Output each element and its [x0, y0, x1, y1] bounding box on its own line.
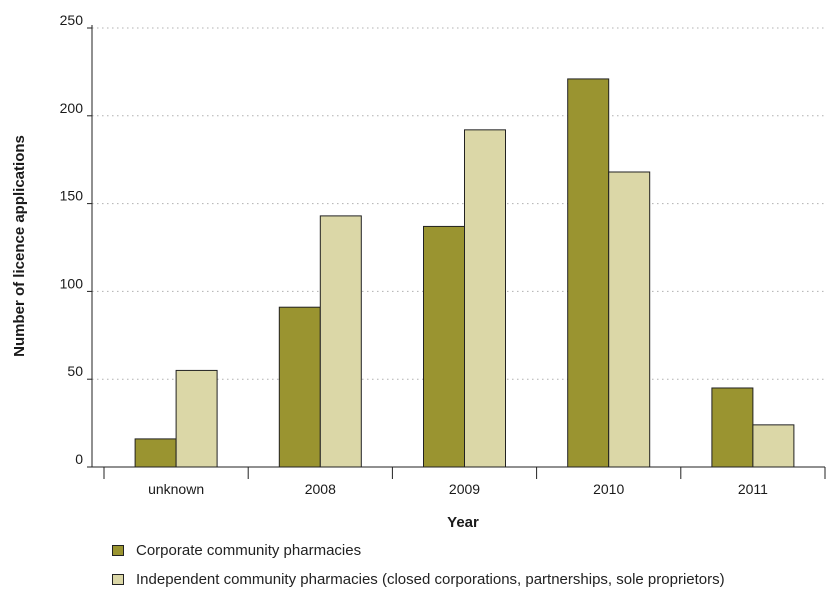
y-tick-label-100: 100	[60, 275, 84, 291]
bar-independent-2008	[319, 215, 362, 468]
bar-corporate-unknown	[134, 438, 177, 468]
y-tick-labels: 0 50 100 150 200 250	[60, 12, 92, 468]
y-tick-label-200: 200	[60, 100, 84, 116]
y-axis-title: Number of licence applications	[11, 135, 28, 357]
bars	[134, 78, 795, 468]
x-tick-labels: unknown 2008 2009 2010 2011	[103, 467, 826, 497]
legend-item-independent: Independent community pharmacies (closed…	[112, 569, 725, 589]
legend: Corporate community pharmacies Independe…	[112, 540, 725, 598]
x-tick-label-2011: 2011	[738, 481, 768, 497]
x-axis-title: Year	[447, 514, 479, 531]
bar-independent-2010	[608, 171, 651, 468]
bar-corporate-2009	[423, 225, 465, 468]
y-tick-label-150: 150	[60, 188, 84, 204]
bar-corporate-2010	[567, 78, 610, 468]
legend-label-independent: Independent community pharmacies (closed…	[136, 570, 725, 588]
y-tick-label-0: 0	[75, 451, 83, 467]
bar-independent-unknown	[175, 369, 218, 468]
legend-swatch-corporate	[112, 544, 124, 556]
bar-corporate-2008	[278, 306, 321, 468]
x-tick-label-2010: 2010	[593, 481, 624, 497]
x-tick-label-unknown: unknown	[148, 481, 204, 497]
legend-label-corporate: Corporate community pharmacies	[136, 541, 362, 559]
axes	[91, 25, 825, 468]
x-tick-label-2009: 2009	[449, 481, 480, 497]
legend-swatch-independent	[112, 573, 124, 585]
bar-independent-2009	[464, 129, 506, 468]
bar-corporate-2011	[711, 387, 754, 468]
y-tick-label-50: 50	[67, 363, 83, 379]
x-tick-label-2008: 2008	[305, 481, 336, 497]
y-tick-label-250: 250	[60, 12, 84, 28]
legend-item-corporate: Corporate community pharmacies	[112, 540, 725, 560]
bar-independent-2011	[752, 424, 795, 468]
